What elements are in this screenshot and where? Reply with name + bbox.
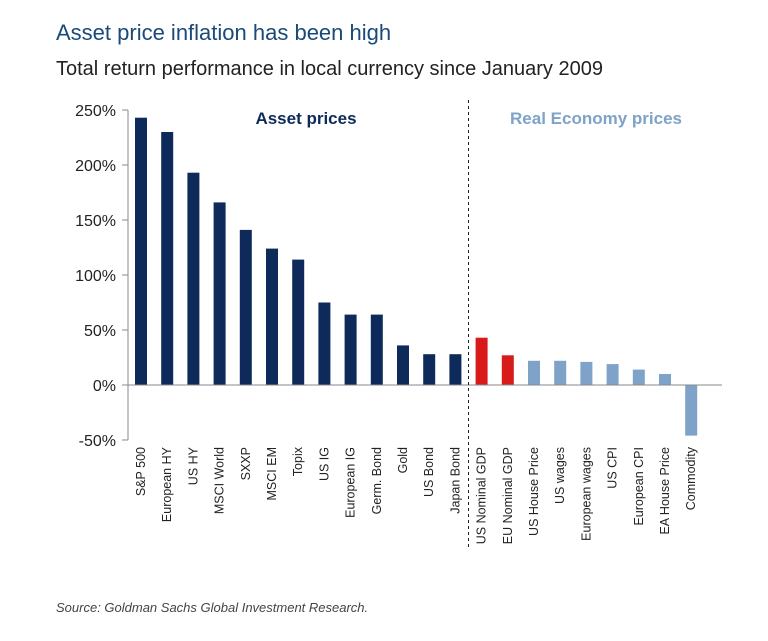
x-tick-label: US HY xyxy=(186,446,200,485)
bar xyxy=(659,374,671,385)
x-tick-label: US IG xyxy=(317,447,331,481)
x-tick-label: Commodity xyxy=(684,446,698,510)
bar xyxy=(423,354,436,385)
chart-subtitle: Total return performance in local curren… xyxy=(56,58,603,80)
bars xyxy=(135,117,698,436)
group-label-real-economy-prices: Real Economy prices xyxy=(510,109,682,128)
x-tick-label: European HY xyxy=(160,446,174,522)
x-tick-label: MSCI EM xyxy=(265,447,279,500)
y-tick-label: 150% xyxy=(75,213,116,230)
x-tick-label: Topix xyxy=(291,446,305,476)
bar xyxy=(397,345,409,385)
x-tick-label: Japan Bond xyxy=(448,447,462,514)
bar xyxy=(501,355,514,385)
bar xyxy=(161,132,174,385)
y-tick-label: 250% xyxy=(75,103,116,120)
bar xyxy=(554,360,567,385)
bar xyxy=(370,314,383,385)
y-tick-label: 0% xyxy=(93,378,116,395)
x-tick-label: US House Price xyxy=(527,447,541,536)
x-tick-label: S&P 500 xyxy=(134,447,148,496)
bar xyxy=(239,229,252,385)
x-tick-label: MSCI World xyxy=(213,447,227,514)
chart-title: Asset price inflation has been high xyxy=(56,20,392,45)
bar xyxy=(580,361,593,385)
x-tick-label: European wages xyxy=(579,447,593,541)
x-axis-labels: S&P 500 European HY US HY MSCI World SXXP MSC… xyxy=(134,446,698,544)
bar xyxy=(344,314,357,385)
bar xyxy=(266,248,278,385)
y-tick-label: 100% xyxy=(75,268,116,285)
x-tick-label: European IG xyxy=(344,447,358,518)
y-tick-label: 200% xyxy=(75,158,116,175)
group-label-asset-prices: Asset prices xyxy=(255,109,356,128)
bar xyxy=(292,259,305,385)
x-tick-label: US wages xyxy=(553,447,567,504)
bar xyxy=(606,364,619,385)
y-tick-label: 50% xyxy=(84,323,116,340)
x-tick-label: US Bond xyxy=(422,447,436,497)
bar xyxy=(187,172,200,385)
y-tick-label: -50% xyxy=(79,433,116,450)
x-tick-label: SXXP xyxy=(239,447,253,480)
x-tick-label: US CPI xyxy=(606,447,620,489)
y-axis: -50% 0% 50% 100% 150% 200% 250% xyxy=(75,103,128,450)
x-tick-label: EU Nominal GDP xyxy=(501,447,515,544)
x-tick-label: US Nominal GDP xyxy=(475,447,489,544)
x-tick-label: European CPI xyxy=(632,447,646,526)
bar xyxy=(632,369,645,385)
bar xyxy=(318,302,331,385)
bar xyxy=(213,202,226,385)
bar xyxy=(135,117,147,385)
bar xyxy=(685,385,698,436)
x-tick-label: EA House Price xyxy=(658,447,672,535)
x-tick-label: Gold xyxy=(396,447,410,473)
bar xyxy=(449,354,462,385)
x-tick-label: Germ. Bond xyxy=(370,447,384,514)
bar xyxy=(528,360,540,385)
source-note: Source: Goldman Sachs Global Investment … xyxy=(56,600,369,615)
bar xyxy=(475,337,488,385)
